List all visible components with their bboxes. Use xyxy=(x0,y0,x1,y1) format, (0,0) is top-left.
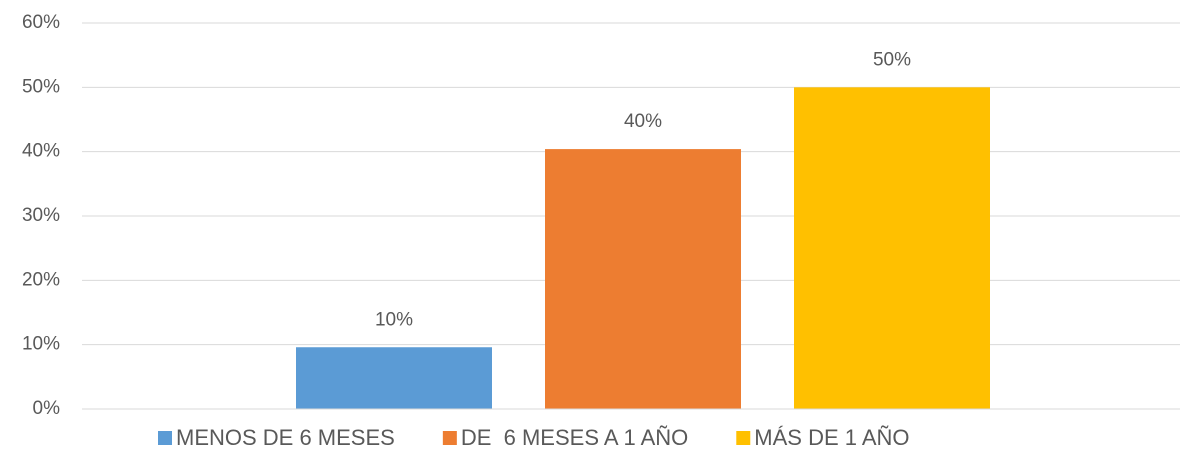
bar xyxy=(296,347,492,409)
y-tick-label: 10% xyxy=(22,334,60,355)
legend-text: MENOS DE 6 MESES xyxy=(176,425,395,450)
legend-swatch xyxy=(158,431,172,445)
bar xyxy=(545,149,741,410)
legend-swatch xyxy=(736,431,751,445)
y-tick-label: 0% xyxy=(33,398,61,419)
y-tick-label: 50% xyxy=(22,76,60,97)
data-label: 10% xyxy=(375,309,413,330)
y-tick-label: 40% xyxy=(22,141,60,162)
legend-text: DE 6 MESES A 1 AÑO xyxy=(461,425,688,450)
data-label: 40% xyxy=(624,111,662,132)
legend-swatch xyxy=(442,431,457,445)
y-tick-label: 20% xyxy=(22,269,60,290)
y-tick-label: 30% xyxy=(22,205,60,226)
y-tick-label: 60% xyxy=(22,12,60,33)
bar xyxy=(794,87,990,409)
data-label: 50% xyxy=(873,49,911,70)
legend-text: MÁS DE 1 AÑO xyxy=(754,425,909,450)
